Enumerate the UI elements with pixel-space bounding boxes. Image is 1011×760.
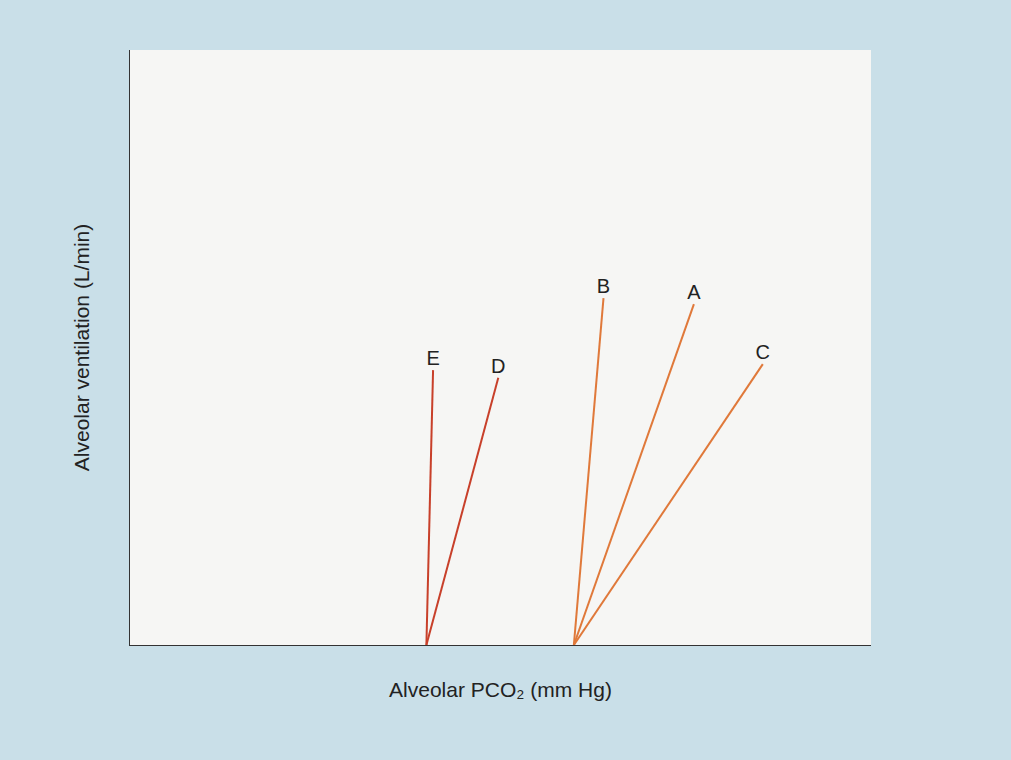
svg-text:C: C — [756, 341, 770, 363]
svg-text:D: D — [491, 355, 505, 377]
svg-text:E: E — [426, 347, 439, 369]
svg-text:Alveolar PCO₂ (mm Hg): Alveolar PCO₂ (mm Hg) — [389, 678, 612, 701]
svg-text:Alveolar ventilation (L/min): Alveolar ventilation (L/min) — [70, 224, 93, 471]
svg-text:A: A — [687, 281, 701, 303]
svg-text:B: B — [597, 275, 610, 297]
